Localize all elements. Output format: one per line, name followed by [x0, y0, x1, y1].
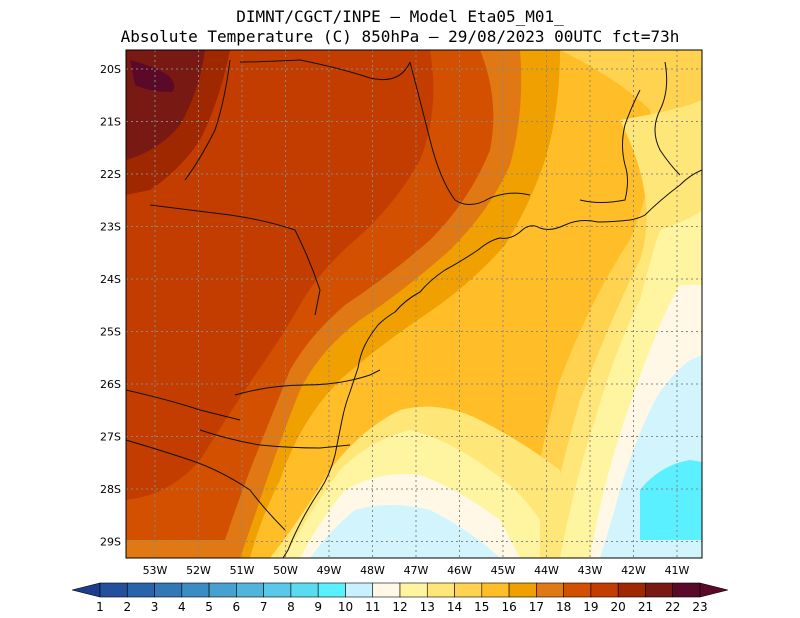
colorbar — [71, 582, 729, 598]
colorbar-swatch — [426, 582, 455, 598]
colorbar-label: 7 — [260, 600, 268, 614]
colorbar-label: 15 — [474, 600, 489, 614]
colorbar-label: 12 — [392, 600, 407, 614]
colorbar-label: 8 — [287, 600, 295, 614]
coastline — [282, 169, 702, 558]
lat-label: 21S — [100, 116, 121, 129]
colorbar-labels: 1 2 3 4 5 6 7 8 9 10 11 12 13 14 15 16 17 18 19 20 21 22 23 — [96, 600, 707, 614]
lat-label: 28S — [100, 483, 121, 496]
colorbar-label: 19 — [583, 600, 598, 614]
state-border-sp-rj — [579, 89, 641, 203]
band-23 — [130, 60, 175, 92]
lon-label: 42W — [621, 564, 646, 577]
longitude-labels: 53W 52W 51W 50W 49W 48W 47W 46W 45W 44W 43W 42W 41W — [143, 564, 690, 577]
colorbar-swatch — [236, 582, 264, 598]
lon-label: 43W — [578, 564, 603, 577]
map-title-line2: Absolute Temperature (C) 850hPa – 29/08/… — [120, 27, 680, 46]
country-border — [126, 389, 286, 531]
lon-label: 51W — [230, 564, 255, 577]
colorbar-swatch — [536, 582, 564, 598]
colorbar-label: 16 — [501, 600, 516, 614]
temperature-field — [126, 50, 702, 558]
lon-label: 44W — [534, 564, 559, 577]
band-20 — [126, 50, 434, 500]
state-border-mg-es — [654, 61, 681, 176]
colorbar-swatch — [208, 582, 237, 598]
colorbar-label: 17 — [529, 600, 544, 614]
colorbar-label: 13 — [420, 600, 435, 614]
colorbar-swatch — [99, 582, 128, 598]
state-border-sp-mg — [409, 61, 531, 205]
lat-label: 26S — [100, 378, 121, 391]
colorbar-label: 18 — [556, 600, 571, 614]
river-parana — [184, 59, 231, 181]
colorbar-swatch — [263, 582, 292, 598]
colorbar-swatch — [454, 582, 483, 598]
band-11-south — [310, 505, 500, 558]
lon-label: 45W — [491, 564, 516, 577]
colorbar-label: 22 — [665, 600, 680, 614]
state-border-sc-rs — [199, 429, 351, 449]
lat-label: 25S — [100, 326, 121, 339]
colorbar-label: 23 — [692, 600, 707, 614]
coastline-and-borders — [126, 59, 702, 558]
latitude-labels: 20S 21S 22S 23S 24S 25S 26S 27S 28S 29S — [100, 63, 121, 549]
colorbar-swatch — [590, 582, 619, 598]
lat-label: 27S — [100, 431, 121, 444]
band-10-east — [640, 460, 702, 540]
lat-label: 24S — [100, 273, 121, 286]
colorbar-label: 9 — [314, 600, 322, 614]
lon-label: 46W — [447, 564, 472, 577]
colorbar-arrow-low — [71, 582, 101, 598]
lon-label: 53W — [143, 564, 168, 577]
graticule — [126, 50, 702, 558]
colorbar-swatch — [372, 582, 401, 598]
colorbar-swatch — [290, 582, 319, 598]
colorbar-label: 1 — [96, 600, 104, 614]
colorbar-swatch — [645, 582, 674, 598]
colorbar-swatch — [126, 582, 155, 598]
lon-label: 50W — [273, 564, 298, 577]
colorbar-swatch — [672, 582, 701, 598]
colorbar-swatch — [345, 582, 374, 598]
lat-label: 29S — [100, 536, 121, 549]
lon-label: 49W — [317, 564, 342, 577]
colorbar-swatch — [181, 582, 210, 598]
lat-label: 22S — [100, 168, 121, 181]
lon-label: 48W — [360, 564, 385, 577]
colorbar-swatch — [617, 582, 646, 598]
lat-label: 23S — [100, 221, 121, 234]
lat-label: 20S — [100, 63, 121, 76]
colorbar-label: 4 — [178, 600, 186, 614]
lon-label: 47W — [404, 564, 429, 577]
colorbar-swatch — [399, 582, 428, 598]
colorbar-swatch — [154, 582, 183, 598]
colorbar-arrow-high — [699, 582, 729, 598]
colorbar-label: 2 — [123, 600, 131, 614]
map-frame — [125, 49, 703, 559]
colorbar-label: 20 — [611, 600, 626, 614]
colorbar-label: 6 — [233, 600, 241, 614]
colorbar-swatch — [508, 582, 537, 598]
lon-label: 52W — [186, 564, 211, 577]
colorbar-swatch — [481, 582, 510, 598]
colorbar-label: 11 — [365, 600, 380, 614]
colorbar-label: 5 — [205, 600, 213, 614]
colorbar-swatch — [563, 582, 592, 598]
state-border-pr-sc — [234, 369, 381, 396]
colorbar-label: 3 — [151, 600, 159, 614]
map-title-line1: DIMNT/CGCT/INPE – Model Eta05_M01_ — [236, 7, 564, 26]
colorbar-label: 21 — [638, 600, 653, 614]
state-border-ms-sp — [239, 59, 411, 81]
colorbar-label: 10 — [338, 600, 353, 614]
colorbar-label: 14 — [447, 600, 462, 614]
colorbar-swatch — [317, 582, 346, 598]
state-border-ms-pr — [149, 204, 321, 316]
lon-label: 41W — [665, 564, 690, 577]
